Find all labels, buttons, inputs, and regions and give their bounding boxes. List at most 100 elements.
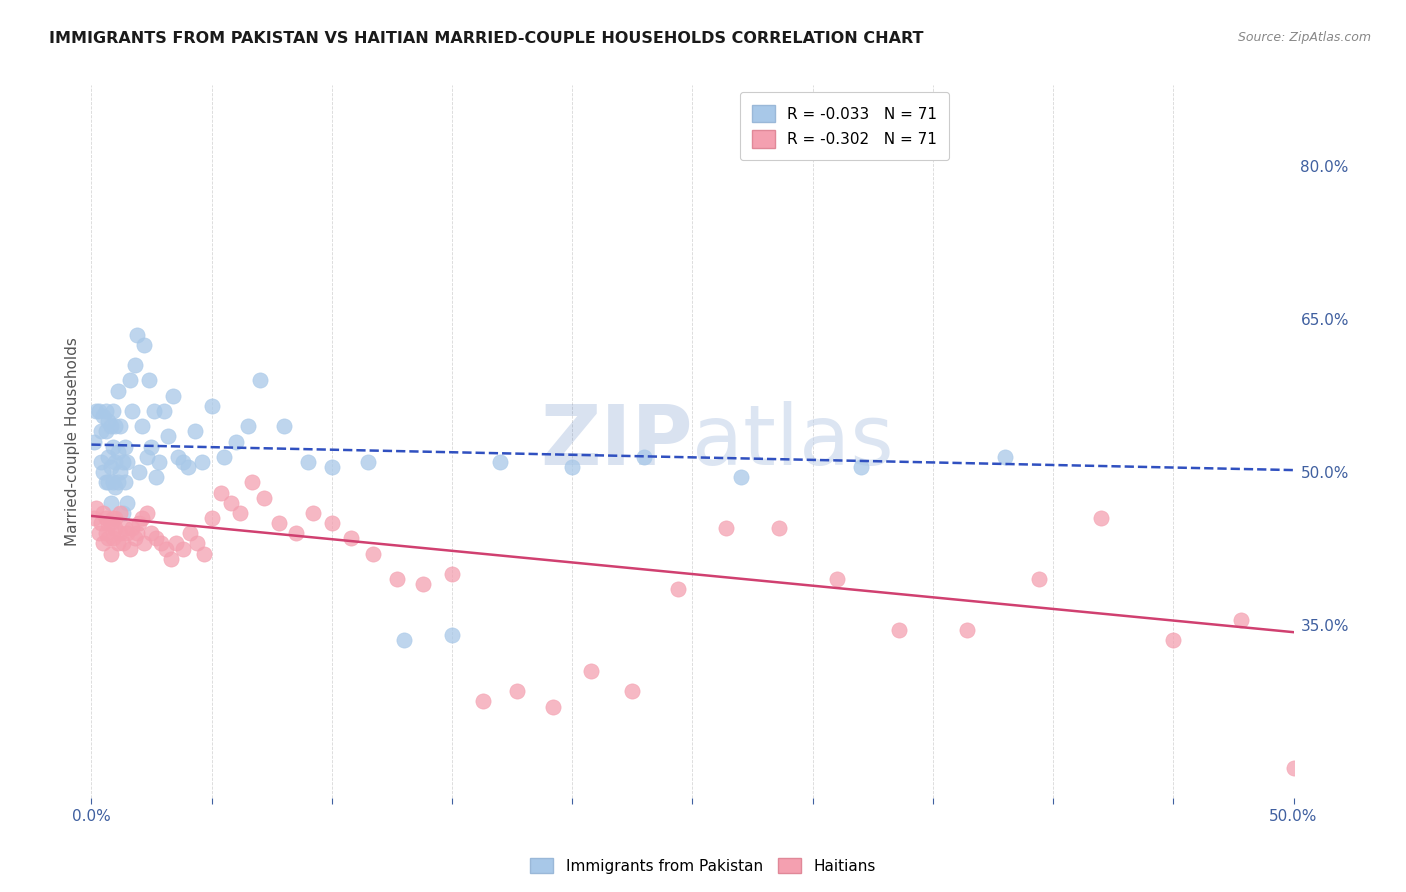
Point <box>440 567 463 582</box>
Text: atlas: atlas <box>692 401 894 482</box>
Point <box>253 491 276 505</box>
Point <box>714 521 737 535</box>
Point <box>155 541 177 556</box>
Point <box>121 521 143 535</box>
Point <box>128 465 150 479</box>
Point <box>361 547 384 561</box>
Point <box>100 460 122 475</box>
Point <box>101 532 124 546</box>
Point <box>93 409 115 423</box>
Point <box>1282 761 1305 775</box>
Legend: Immigrants from Pakistan, Haitians: Immigrants from Pakistan, Haitians <box>524 852 882 880</box>
Point <box>1028 572 1050 586</box>
Point <box>145 532 167 546</box>
Point <box>889 623 911 637</box>
Point <box>111 506 134 520</box>
Point <box>135 506 157 520</box>
Point <box>107 536 129 550</box>
Point <box>412 577 434 591</box>
Point <box>849 460 872 475</box>
Point <box>267 516 290 530</box>
Point <box>172 541 194 556</box>
Point <box>148 455 170 469</box>
Point <box>104 521 127 535</box>
Point <box>219 496 242 510</box>
Point <box>118 541 141 556</box>
Point <box>114 521 136 535</box>
Point <box>93 536 115 550</box>
Point <box>131 511 153 525</box>
Point <box>193 547 215 561</box>
Point <box>489 455 512 469</box>
Point <box>162 389 184 403</box>
Point <box>225 434 247 449</box>
Point <box>117 526 139 541</box>
Point <box>561 460 583 475</box>
Point <box>1161 633 1184 648</box>
Point <box>97 414 120 428</box>
Point <box>125 327 148 342</box>
Text: IMMIGRANTS FROM PAKISTAN VS HAITIAN MARRIED-COUPLE HOUSEHOLDS CORRELATION CHART: IMMIGRANTS FROM PAKISTAN VS HAITIAN MARR… <box>49 31 924 46</box>
Point <box>94 404 117 418</box>
Point <box>97 450 120 464</box>
Point <box>94 425 117 439</box>
Text: Source: ZipAtlas.com: Source: ZipAtlas.com <box>1237 31 1371 45</box>
Point <box>506 684 529 698</box>
Point <box>730 470 752 484</box>
Point <box>179 526 201 541</box>
Legend: R = -0.033   N = 71, R = -0.302   N = 71: R = -0.033 N = 71, R = -0.302 N = 71 <box>740 93 949 160</box>
Point <box>1229 613 1251 627</box>
Point <box>110 419 132 434</box>
Point <box>117 496 139 510</box>
Point <box>110 526 132 541</box>
Point <box>176 460 198 475</box>
Point <box>110 465 132 479</box>
Point <box>121 404 143 418</box>
Point <box>87 526 110 541</box>
Point <box>955 623 977 637</box>
Point <box>101 511 124 525</box>
Point <box>90 425 112 439</box>
Point <box>201 399 224 413</box>
Point <box>101 475 124 490</box>
Point <box>472 694 495 708</box>
Point <box>768 521 790 535</box>
Point <box>94 511 117 525</box>
Point <box>186 536 208 550</box>
Point <box>184 425 207 439</box>
Point <box>97 475 120 490</box>
Point <box>141 440 163 454</box>
Point <box>340 532 363 546</box>
Point <box>157 429 180 443</box>
Point <box>191 455 214 469</box>
Point <box>90 455 112 469</box>
Point <box>84 500 107 515</box>
Point <box>100 419 122 434</box>
Point <box>138 373 160 387</box>
Point <box>581 664 603 678</box>
Point <box>97 516 120 530</box>
Point <box>114 475 136 490</box>
Point <box>100 516 122 530</box>
Point <box>357 455 380 469</box>
Point <box>100 547 122 561</box>
Point <box>94 475 117 490</box>
Point <box>101 404 124 418</box>
Point <box>284 526 307 541</box>
Point <box>1090 511 1112 525</box>
Point <box>142 404 165 418</box>
Point <box>297 455 319 469</box>
Point <box>110 506 132 520</box>
Point <box>385 572 408 586</box>
Point <box>273 419 295 434</box>
Point <box>104 419 127 434</box>
Point <box>249 373 271 387</box>
Point <box>301 506 323 520</box>
Point <box>104 511 127 525</box>
Point <box>392 633 415 648</box>
Point <box>236 419 259 434</box>
Point <box>141 526 163 541</box>
Point <box>152 404 174 418</box>
Point <box>93 506 115 520</box>
Point <box>117 455 139 469</box>
